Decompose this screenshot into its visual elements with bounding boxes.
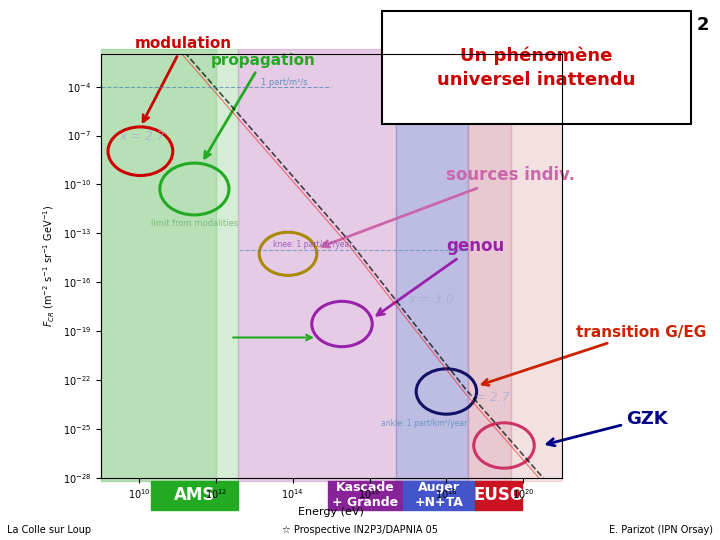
Text: Auger
+N+TA: Auger +N+TA [415, 482, 464, 509]
Bar [396, 49, 468, 481]
Bar [511, 49, 562, 481]
FancyBboxPatch shape [382, 11, 691, 124]
Text: AMS: AMS [174, 487, 215, 504]
Text: EUSO: EUSO [473, 487, 524, 504]
X-axis label: Energy (eV): Energy (eV) [298, 507, 364, 517]
Text: La Colle sur Loup: La Colle sur Loup [7, 524, 91, 535]
Text: sources indiv.: sources indiv. [323, 166, 575, 247]
Text: Un phénomène
universel inattendu: Un phénomène universel inattendu [437, 46, 636, 89]
Text: Kascade
+ Grande: Kascade + Grande [333, 482, 398, 509]
Text: x = 3.0: x = 3.0 [408, 293, 454, 307]
Bar [216, 49, 238, 481]
Bar [468, 49, 511, 481]
Text: 2: 2 [697, 16, 709, 34]
Text: E. Parizot (IPN Orsay): E. Parizot (IPN Orsay) [609, 524, 713, 535]
Bar [403, 481, 475, 510]
Text: 1 part/m²/s: 1 part/m²/s [261, 78, 307, 87]
Text: x = 2.7: x = 2.7 [464, 392, 510, 404]
Text: limit from modalities: limit from modalities [150, 219, 238, 227]
Bar [475, 481, 522, 510]
Bar [101, 49, 216, 481]
Text: x = 2.7: x = 2.7 [119, 131, 165, 144]
Bar [151, 481, 238, 510]
Text: genou: genou [377, 237, 505, 315]
Text: knee: 1 part/m²/year: knee: 1 part/m²/year [273, 240, 352, 249]
Text: propagation: propagation [204, 52, 315, 158]
Bar [238, 49, 396, 481]
Y-axis label: $F_{CR}$ (m$^{-2}$ s$^{-1}$ sr$^{-1}$ GeV$^{-1}$): $F_{CR}$ (m$^{-2}$ s$^{-1}$ sr$^{-1}$ Ge… [42, 205, 57, 327]
Text: ankle: 1 part/km²/year: ankle: 1 part/km²/year [381, 419, 467, 428]
Text: GZK: GZK [547, 409, 668, 445]
Bar [328, 481, 403, 510]
Text: modulation: modulation [135, 36, 232, 122]
Text: ☆ Prospective IN2P3/DAPNIA 05: ☆ Prospective IN2P3/DAPNIA 05 [282, 524, 438, 535]
Text: transition G/EG: transition G/EG [482, 325, 706, 385]
